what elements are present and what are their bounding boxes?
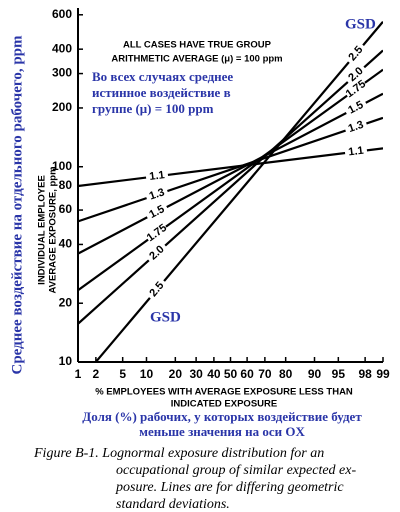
y-tick-label: 400 [52, 41, 72, 55]
gsd-label: GSD [345, 16, 376, 32]
x-tick-label: 98 [358, 367, 372, 381]
x-label: % EMPLOYEES WITH AVERAGE EXPOSURE LESS T… [95, 387, 353, 398]
label-bg [343, 62, 369, 87]
gsd-line [78, 68, 383, 292]
gsd-line [78, 49, 383, 325]
label-bg [144, 185, 170, 204]
line-labels: 1.11.11.31.31.51.51.751.752.02.02.52.5 [144, 41, 369, 302]
line-label: 1.3 [148, 186, 166, 202]
gsd-line [78, 116, 383, 223]
gsd-line [78, 92, 383, 255]
x-label: INDICATED EXPOSURE [171, 399, 277, 410]
x-tick-label: 40 [207, 367, 221, 381]
annotation-ru: Во всех случаях среднее [92, 69, 233, 84]
label-bg [145, 277, 169, 302]
x-tick-label: 2 [93, 367, 100, 381]
line-label: 1.3 [347, 119, 365, 135]
x-tick-label: 70 [258, 367, 272, 381]
y-label: INDIVIDUAL EMPLOYEE [37, 175, 48, 285]
gsd-label: GSD [150, 309, 181, 325]
x-tick-label: 99 [376, 367, 390, 381]
x-tick-label: 1 [75, 367, 82, 381]
y-tick-label: 60 [59, 202, 73, 216]
caption: Figure B-1. Lognormal exposure distribut… [33, 446, 324, 461]
y-label: AVERAGE EXPOSURE, ppm [48, 166, 59, 293]
y-tick-label: 20 [59, 295, 73, 309]
line-label: 1.1 [149, 169, 166, 183]
label-bg [144, 241, 170, 265]
y-tick-label: 600 [52, 7, 72, 21]
y-tick-label: 200 [52, 100, 72, 114]
x-tick-label: 20 [169, 367, 183, 381]
x-tick-label: 5 [119, 367, 126, 381]
label-bg [343, 97, 369, 119]
x-tick-label: 10 [140, 367, 154, 381]
annotation-ru: истинное воздействие в [92, 85, 231, 100]
y-tick-label: 300 [52, 66, 72, 80]
gsd-line [78, 147, 383, 188]
gsd-line [94, 20, 383, 362]
annotation-ru: группе (μ) = 100 ppm [92, 101, 214, 116]
line-label: 1.75 [145, 222, 169, 244]
y-label-ru: Среднее воздействие на отдельного рабоче… [9, 35, 25, 375]
label-bg [343, 77, 369, 101]
x-tick-label: 80 [279, 367, 293, 381]
label-bg [144, 221, 170, 245]
label-bg [343, 117, 369, 137]
x-tick-label: 50 [224, 367, 238, 381]
caption: occupational group of similar expected e… [116, 463, 356, 478]
plot-lines [78, 20, 383, 362]
x-label-ru: меньше значения на оси OX [139, 424, 305, 439]
caption: standard deviations. [116, 497, 230, 512]
y-tick-label: 100 [52, 159, 72, 173]
label-bg [144, 201, 170, 223]
label-bg [344, 41, 368, 66]
x-tick-label: 95 [332, 367, 346, 381]
label-bg [145, 168, 169, 184]
line-label: 1.1 [348, 145, 365, 159]
y-tick-label: 40 [59, 237, 73, 251]
annotation: ALL CASES HAVE TRUE GROUP [123, 40, 272, 51]
x-tick-label: 30 [189, 367, 203, 381]
caption: posure. Lines are for differing geometri… [115, 480, 344, 495]
x-label-ru: Доля (%) рабочих, у которых воздействие … [82, 409, 362, 424]
x-tick-label: 60 [240, 367, 254, 381]
x-tick-label: 90 [308, 367, 322, 381]
y-tick-label: 80 [59, 178, 73, 192]
y-tick-label: 10 [59, 354, 73, 368]
annotation: ARITHMETIC AVERAGE (μ) = 100 ppm [111, 54, 282, 65]
label-bg [344, 144, 368, 159]
